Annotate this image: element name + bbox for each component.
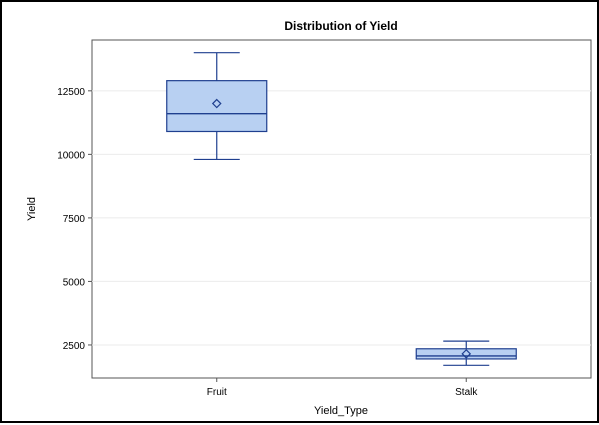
y-tick-label: 12500 (57, 87, 85, 98)
box-stalk (415, 340, 517, 366)
x-tick-label: Stalk (455, 387, 478, 398)
y-tick-label: 5000 (63, 277, 86, 288)
x-tick-label: Fruit (207, 387, 227, 398)
y-tick-label: 7500 (63, 214, 86, 225)
y-axis-label: Yield (26, 197, 38, 221)
y-tick-label: 10000 (57, 150, 85, 161)
mean-marker (211, 98, 222, 109)
x-axis-label: Yield_Type (314, 405, 368, 417)
iqr-box (166, 80, 268, 133)
y-axis-ticks: 2500 5000 7500 10000 12500 (57, 87, 92, 352)
chart-title: Distribution of Yield (284, 19, 397, 33)
boxes (166, 52, 517, 366)
x-axis-ticks: Fruit Stalk (207, 378, 478, 398)
plot-area (91, 39, 592, 379)
y-tick-label: 2500 (63, 341, 86, 352)
iqr-box (415, 348, 517, 360)
mean-marker (461, 349, 472, 359)
box-fruit (166, 52, 268, 161)
